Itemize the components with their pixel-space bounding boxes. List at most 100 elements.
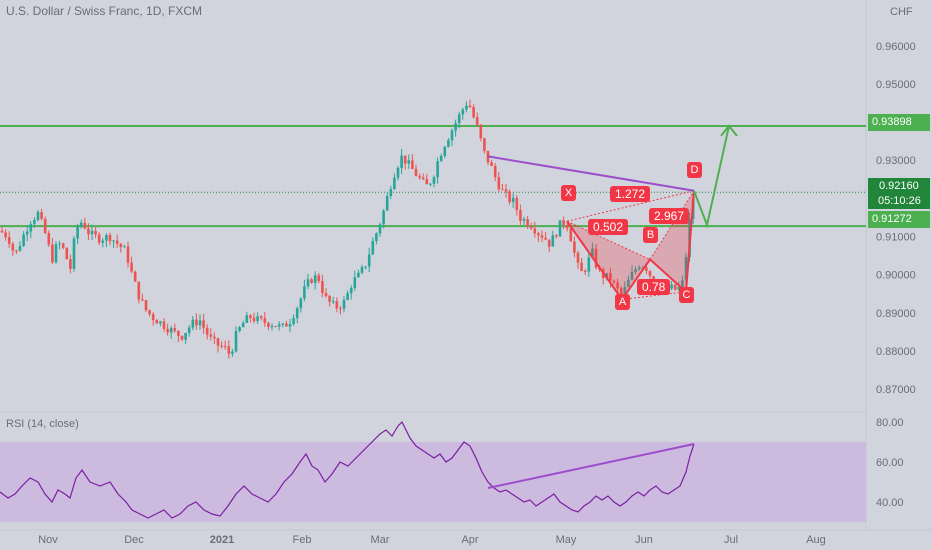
candle-body xyxy=(79,222,83,227)
time-tick-label: Jul xyxy=(724,534,738,546)
candle-body xyxy=(605,273,609,279)
candle-body xyxy=(126,246,130,263)
pattern-point-b: B xyxy=(643,227,658,243)
candle-body xyxy=(616,282,619,289)
candle-body xyxy=(447,140,450,147)
candle-body xyxy=(65,247,69,260)
candle-body xyxy=(18,245,22,251)
candle-body xyxy=(177,330,180,336)
rsi-tick-label: 80.00 xyxy=(876,417,904,429)
candle-body xyxy=(216,338,220,346)
candle-body xyxy=(547,239,551,247)
candle-body xyxy=(439,156,443,162)
candle-body xyxy=(40,211,43,219)
candle-body xyxy=(454,123,457,131)
candle-body xyxy=(202,320,205,328)
candle-body xyxy=(15,250,18,252)
pattern-point-c: C xyxy=(679,287,694,303)
rsi-title: RSI (14, close) xyxy=(6,418,79,430)
candle-body xyxy=(76,226,79,239)
candle-body xyxy=(4,232,7,238)
candle-body xyxy=(90,230,94,235)
candle-body xyxy=(61,243,65,248)
rsi-tick-label: 40.00 xyxy=(876,497,904,509)
candle-body xyxy=(267,322,270,327)
candle-body xyxy=(677,286,681,290)
projection-path xyxy=(693,125,730,229)
candle-body xyxy=(367,254,371,267)
price-tick-label: 0.87000 xyxy=(876,384,916,396)
candle-body xyxy=(414,168,418,177)
candle-body xyxy=(335,301,339,309)
pointer-icon xyxy=(872,182,876,191)
candle-body xyxy=(274,326,277,328)
candle-body xyxy=(349,287,353,294)
candle-body xyxy=(58,243,61,245)
candle-body xyxy=(562,220,565,225)
candle-body xyxy=(400,155,403,168)
candle-body xyxy=(385,196,389,211)
price-tick-label: 0.96000 xyxy=(876,41,916,53)
support-price-tag[interactable]: 0.91272 xyxy=(868,211,930,228)
candle-body xyxy=(465,105,468,110)
pattern-point-x: X xyxy=(561,185,576,201)
candle-body xyxy=(123,246,126,248)
price-tick-label: 0.93000 xyxy=(876,155,916,167)
candle-body xyxy=(583,271,587,273)
candle-body xyxy=(515,197,519,211)
candle-body xyxy=(83,222,87,229)
candle-body xyxy=(331,301,335,303)
candle-body xyxy=(529,226,533,229)
candle-body xyxy=(645,267,648,271)
harmonic-xd-dotted xyxy=(566,190,695,222)
current-price-tag: 0.92160 xyxy=(868,178,930,195)
candle-body xyxy=(234,331,238,352)
candle-body xyxy=(159,321,162,324)
candle-body xyxy=(623,287,627,295)
candle-body xyxy=(681,280,684,287)
candle-body xyxy=(151,314,155,321)
candle-body xyxy=(187,327,191,333)
candle-body xyxy=(97,234,101,243)
candle-body xyxy=(378,224,382,234)
candle-body xyxy=(166,328,169,333)
candle-body xyxy=(241,322,245,328)
candle-body xyxy=(436,161,439,178)
candle-body xyxy=(375,233,378,242)
candle-body xyxy=(22,234,25,246)
candle-body xyxy=(544,237,547,240)
candle-body xyxy=(353,277,357,288)
candle-body xyxy=(357,272,360,278)
candle-body xyxy=(479,124,483,139)
candle-body xyxy=(198,320,202,326)
candle-body xyxy=(684,256,688,281)
candle-body xyxy=(108,234,112,242)
candle-body xyxy=(569,228,573,242)
ratio-label-0502: 0.502 xyxy=(588,219,629,235)
harmonic-bd-dotted xyxy=(649,190,695,260)
candle-body xyxy=(475,117,479,125)
time-tick-label: 2021 xyxy=(210,534,234,546)
candle-body xyxy=(7,237,11,244)
candle-body xyxy=(137,281,141,300)
candle-body xyxy=(238,327,241,332)
candle-body xyxy=(72,238,76,269)
resistance-price-tag[interactable]: 0.93898 xyxy=(868,114,930,131)
candle-body xyxy=(285,323,288,327)
candle-body xyxy=(155,320,159,324)
price-tick-label: 0.95000 xyxy=(876,79,916,91)
candle-body xyxy=(573,241,576,253)
candle-body xyxy=(432,177,436,184)
candle-body xyxy=(213,336,216,339)
candle-body xyxy=(105,234,108,241)
time-tick-label: Nov xyxy=(38,534,58,546)
candle-body xyxy=(364,266,367,268)
candle-body xyxy=(69,259,72,269)
candle-body xyxy=(555,235,558,237)
candle-body xyxy=(342,299,346,309)
candle-body xyxy=(641,267,645,269)
price-tick-label: 0.90000 xyxy=(876,270,916,282)
price-trendline xyxy=(487,155,695,192)
ratio-label-078: 0.78 xyxy=(637,279,671,295)
